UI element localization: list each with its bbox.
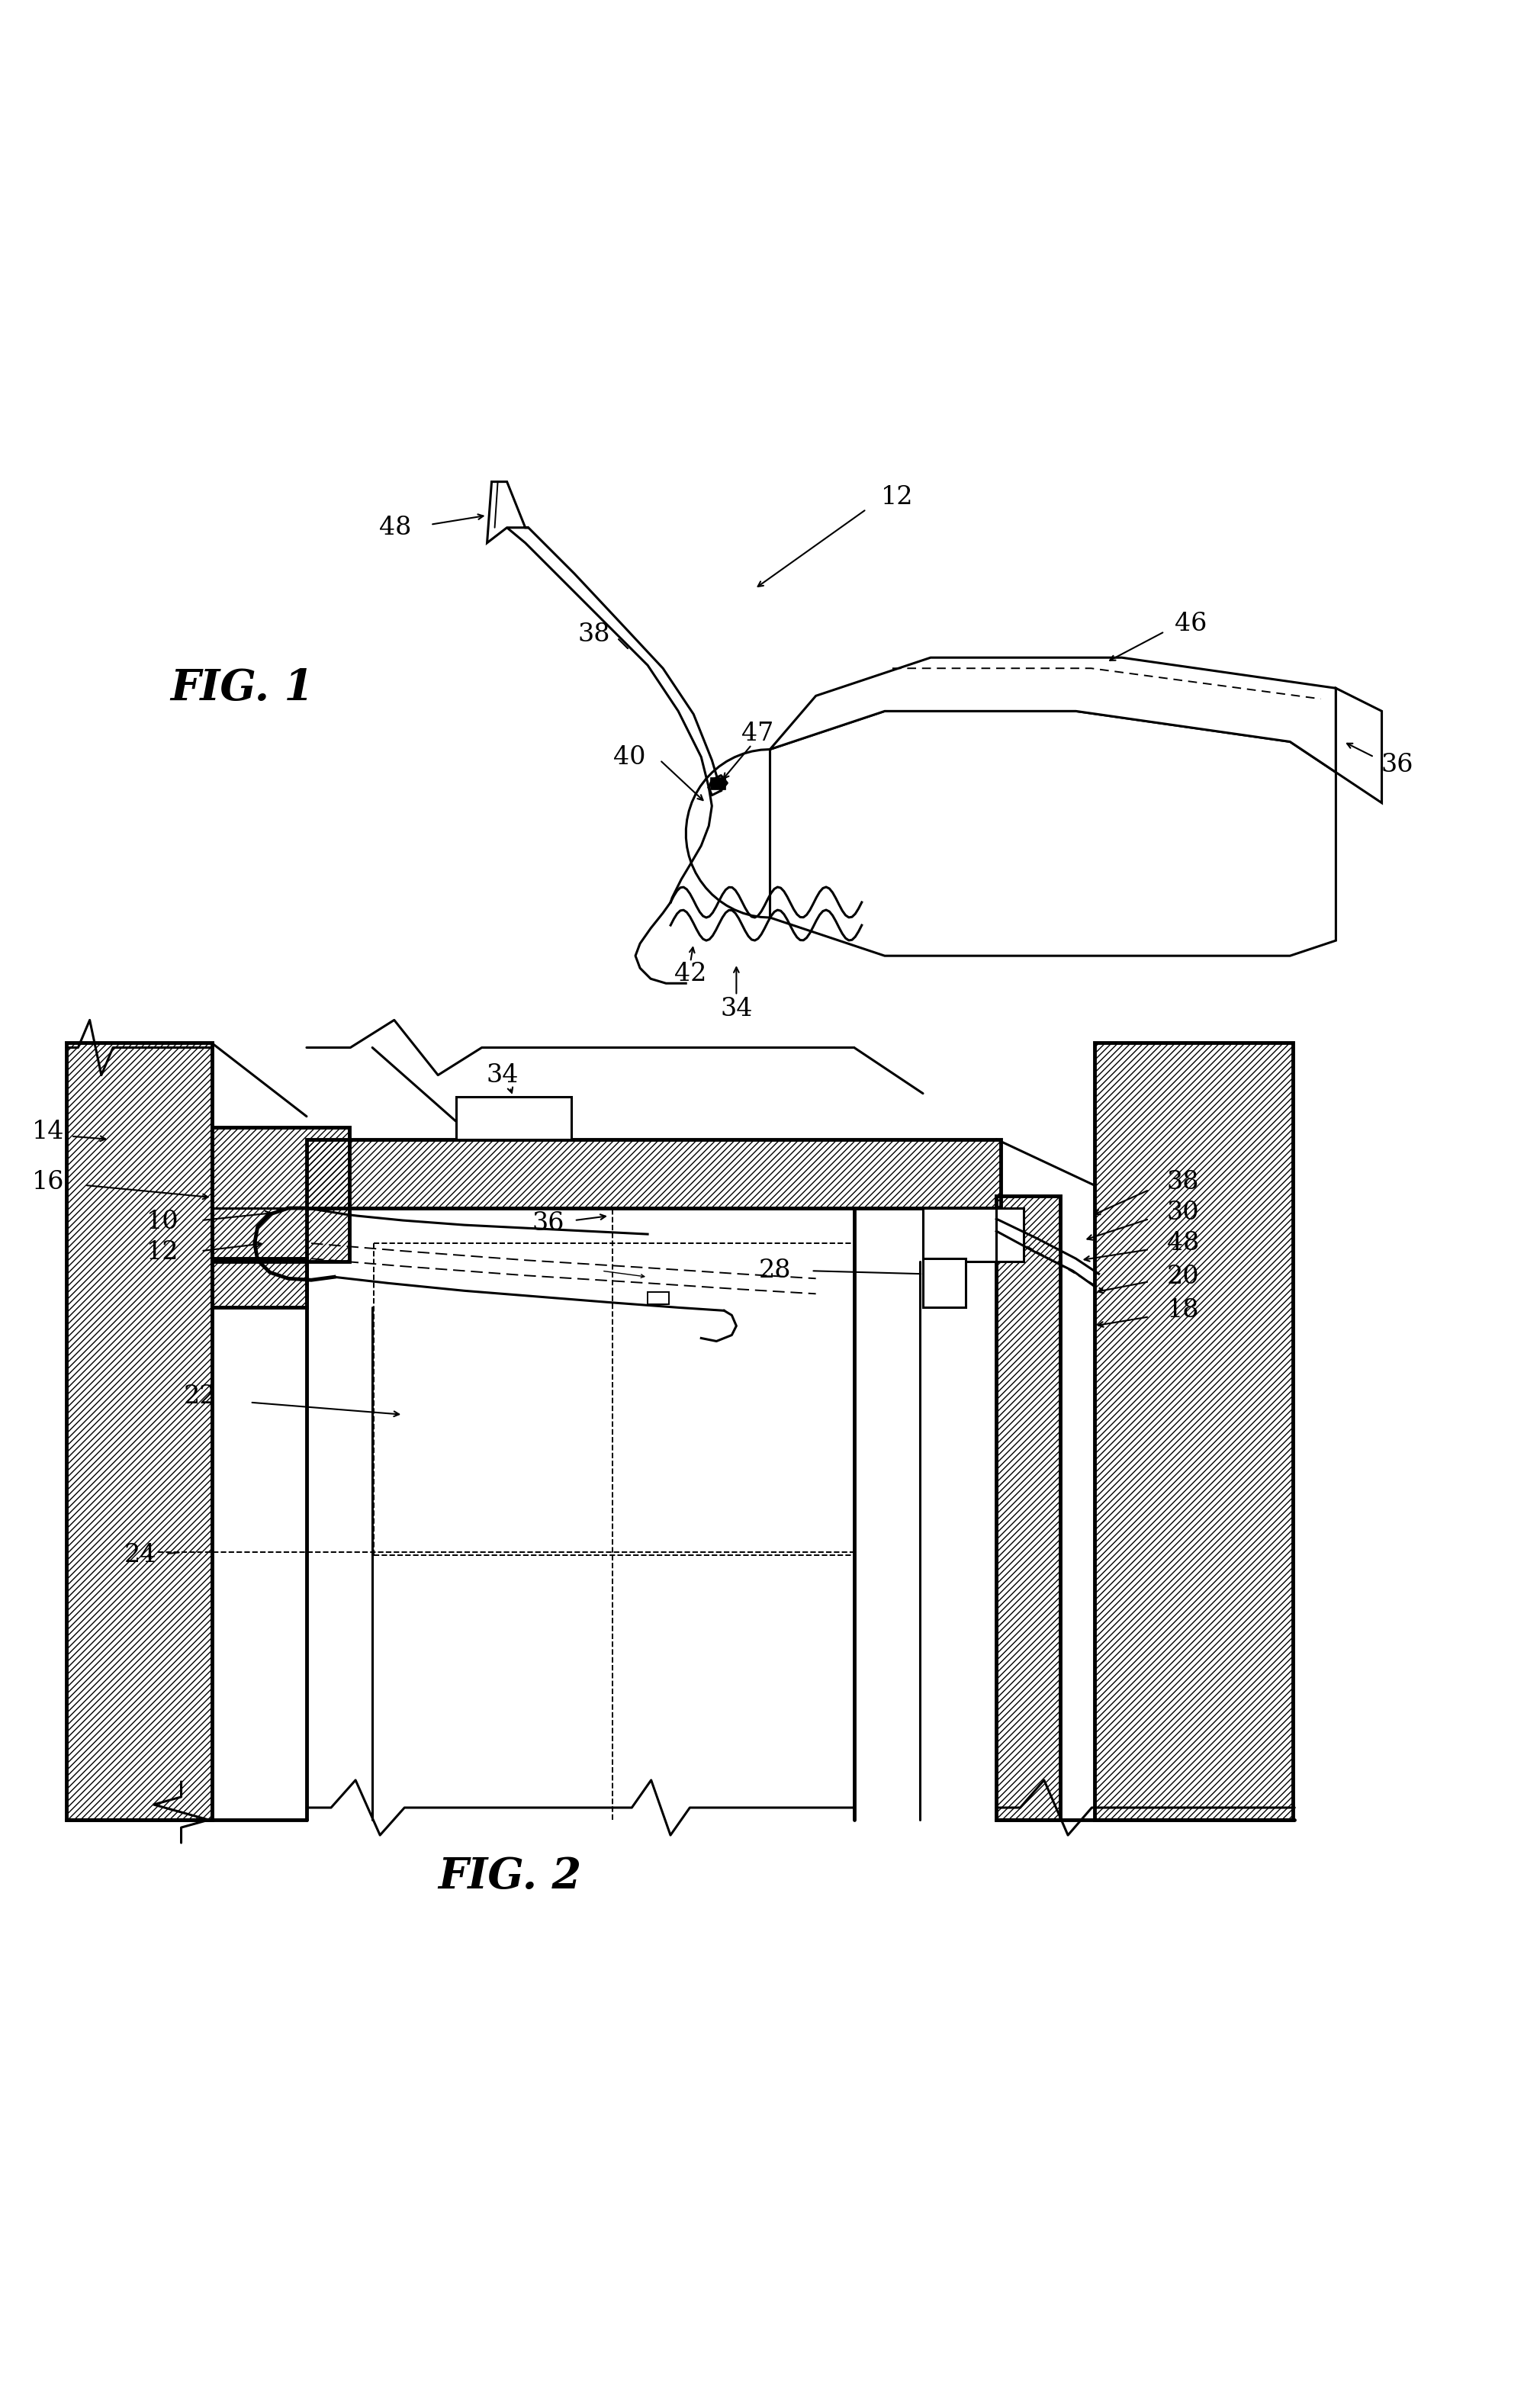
Text: 10: 10 [146, 1210, 179, 1234]
Polygon shape [1335, 689, 1381, 802]
Text: 34: 34 [487, 1064, 519, 1088]
Text: 18: 18 [1167, 1299, 1200, 1323]
Bar [306, 1140, 1001, 1208]
Polygon shape [770, 711, 1335, 956]
Text: 12: 12 [146, 1241, 179, 1265]
Text: 22: 22 [183, 1383, 216, 1409]
Bar [648, 1292, 668, 1304]
Bar [922, 1258, 966, 1309]
Bar [213, 1258, 306, 1309]
Text: 34: 34 [721, 996, 753, 1020]
Text: 38: 38 [578, 622, 610, 646]
Text: FIG. 2: FIG. 2 [439, 1856, 582, 1897]
Text: 28: 28 [758, 1258, 792, 1282]
Text: 48: 48 [1167, 1232, 1200, 1256]
Text: 20: 20 [1167, 1265, 1200, 1289]
Text: 36: 36 [531, 1210, 565, 1237]
Polygon shape [487, 483, 528, 543]
Text: 38: 38 [1167, 1169, 1200, 1193]
Bar [710, 778, 725, 790]
Bar [996, 1208, 1024, 1261]
Text: 30: 30 [1167, 1200, 1200, 1225]
Bar [66, 1042, 213, 1820]
Text: 40: 40 [613, 744, 645, 768]
Text: 48: 48 [379, 516, 411, 540]
Polygon shape [685, 749, 770, 917]
Text: 12: 12 [881, 485, 913, 509]
Bar [456, 1097, 571, 1140]
Text: 16: 16 [32, 1169, 65, 1193]
Bar [213, 1126, 350, 1261]
Bar [996, 1196, 1061, 1820]
Text: 14: 14 [32, 1119, 65, 1143]
Bar [922, 1208, 996, 1261]
Text: 42: 42 [675, 963, 707, 987]
Text: FIG. 1: FIG. 1 [171, 667, 314, 708]
Bar [1095, 1042, 1294, 1820]
Text: 24: 24 [123, 1544, 156, 1568]
Text: 46: 46 [1175, 612, 1207, 636]
Text: 36: 36 [1381, 752, 1414, 778]
Polygon shape [770, 658, 1335, 773]
Text: 47: 47 [742, 723, 775, 747]
